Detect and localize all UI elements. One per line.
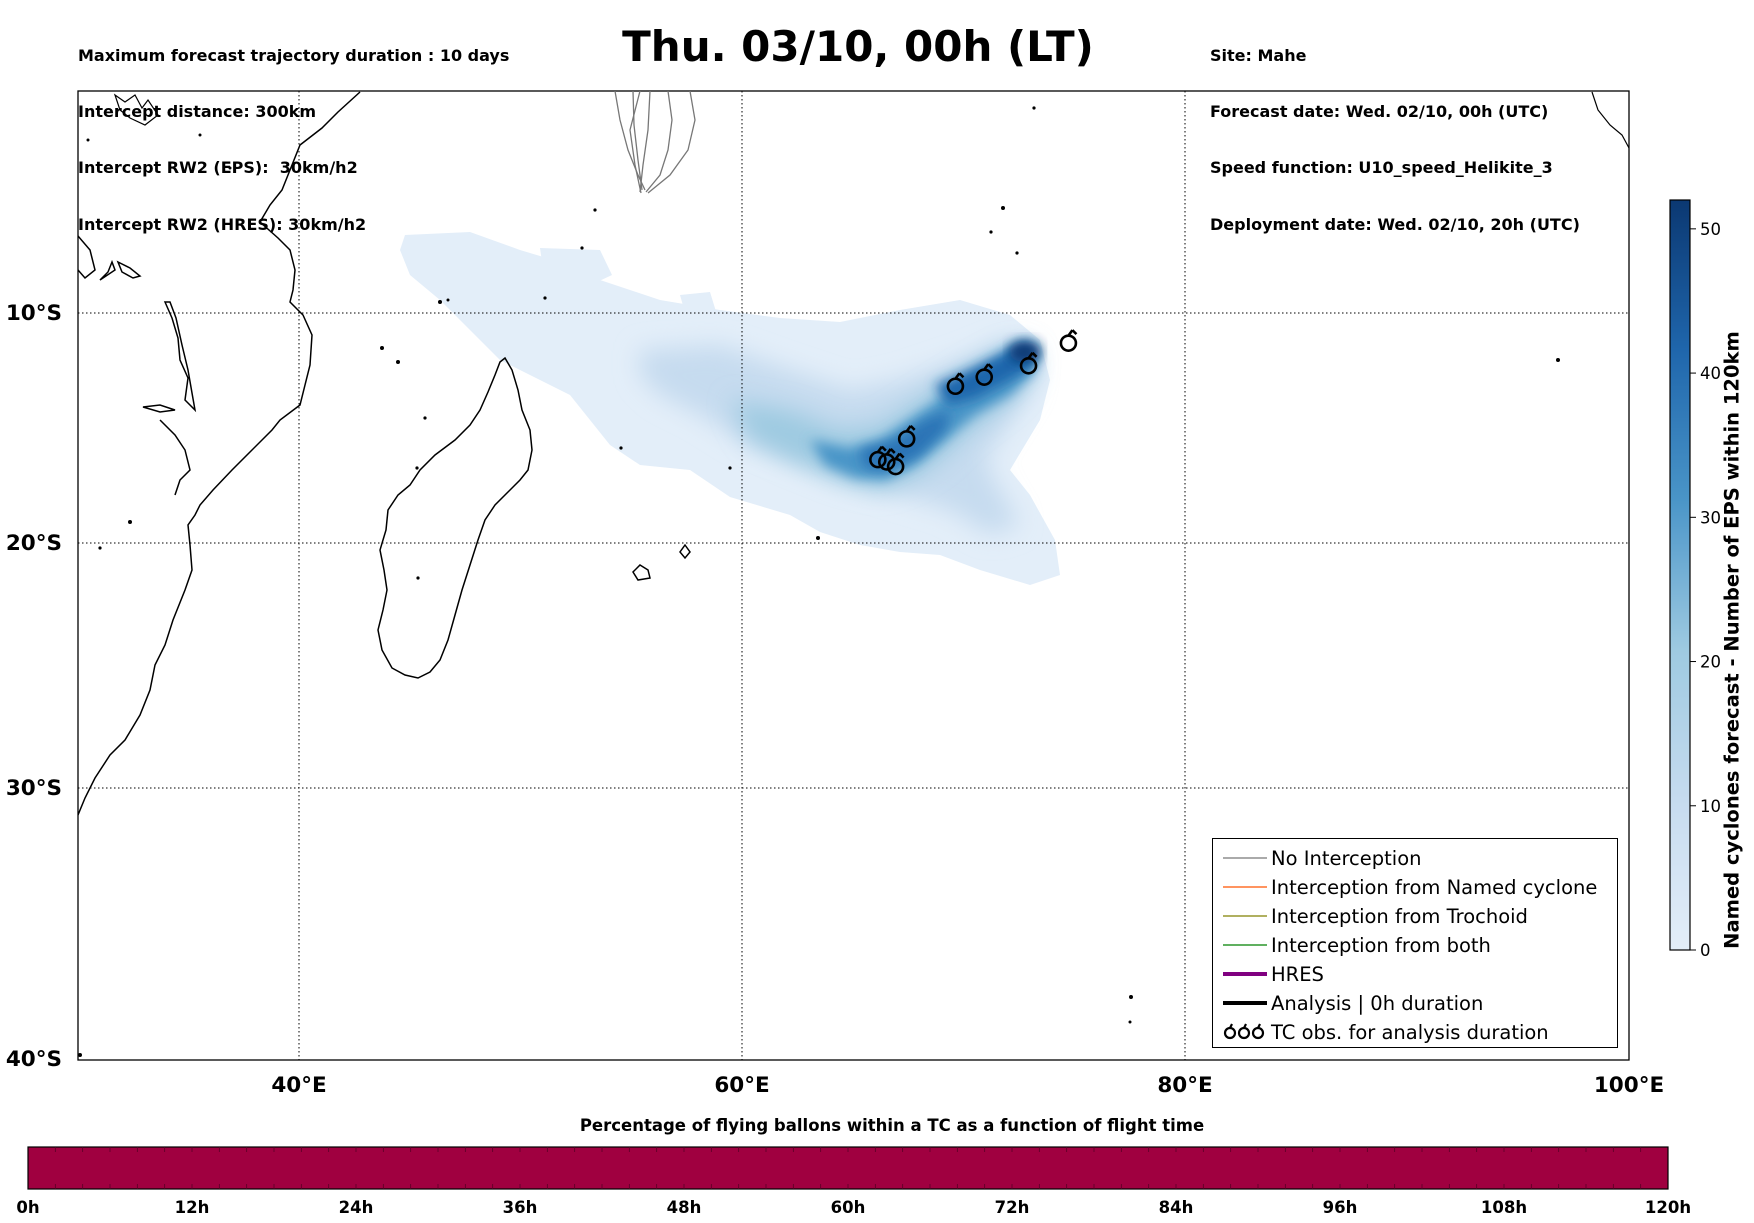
legend-line-swatch: [1223, 972, 1267, 976]
lat-tick-label: 10°S: [6, 301, 62, 326]
colorbar-label: Named cyclones forecast - Number of EPS …: [1720, 331, 1744, 949]
legend-item: TC obs. for analysis duration: [1213, 1018, 1617, 1046]
flight-bar-tick-label: 36h: [503, 1198, 538, 1217]
lat-tick-label: 40°S: [6, 1047, 62, 1072]
legend: No Interception Interception from Named …: [1212, 838, 1618, 1048]
legend-label: TC obs. for analysis duration: [1271, 1021, 1549, 1044]
lon-tick-label: 80°E: [1157, 1073, 1212, 1098]
flight-time-bar: 0h 12h 24h 36h 48h 60h 72h 84h 96h 108h 120h: [16, 1146, 1691, 1217]
no-interception-trajectories: [614, 91, 696, 194]
page-title: Thu. 03/10, 00h (LT): [622, 22, 1094, 71]
legend-item: HRES: [1213, 960, 1617, 988]
flight-bar-title: Percentage of flying ballons within a TC…: [579, 1116, 1205, 1135]
colorbar-gradient: [1669, 199, 1691, 951]
flight-bar-tick-label: 24h: [339, 1198, 374, 1217]
flight-bar-tick-label: 48h: [667, 1198, 702, 1217]
legend-line-swatch: [1223, 857, 1267, 859]
legend-line-swatch: [1223, 915, 1267, 917]
lon-tick-label: 100°E: [1594, 1073, 1664, 1098]
legend-line-swatch: [1223, 944, 1267, 946]
legend-line-swatch: [1223, 886, 1267, 888]
small-islands: [78, 106, 1560, 1057]
colorbar-tick-label: 40: [1700, 364, 1721, 383]
arabian-coast: [113, 91, 1629, 149]
flight-bar-tick-label: 120h: [1645, 1198, 1691, 1217]
legend-item: No Interception: [1213, 844, 1617, 872]
tc-obs-symbol: [886, 452, 905, 476]
legend-item: Analysis | 0h duration: [1213, 989, 1617, 1017]
lon-tick-label: 40°E: [271, 1073, 326, 1098]
legend-item: Interception from Trochoid: [1213, 902, 1617, 930]
lat-tick-label: 30°S: [6, 776, 62, 801]
flight-bar-tick-label: 96h: [1323, 1198, 1358, 1217]
lat-tick-label: 20°S: [6, 531, 62, 556]
header-left: Maximum forecast trajectory duration : 1…: [78, 9, 509, 253]
legend-item: Interception from Named cyclone: [1213, 873, 1617, 901]
header-right-line: Forecast date: Wed. 02/10, 00h (UTC): [1210, 101, 1549, 121]
header-right-line: Speed function: U10_speed_Helikite_3: [1210, 158, 1553, 178]
legend-label: Interception from Trochoid: [1271, 905, 1528, 928]
flight-bar-tick-label: 0h: [16, 1198, 39, 1217]
legend-label: HRES: [1271, 963, 1324, 986]
colorbar-tick-label: 0: [1700, 941, 1711, 960]
tc-obs-symbol: [897, 424, 916, 448]
flight-bar-tick-label: 60h: [831, 1198, 866, 1217]
lon-tick-label: 60°E: [714, 1073, 769, 1098]
header-left-line: Intercept distance: 300km: [78, 101, 317, 121]
coastlines: [78, 91, 691, 816]
gridlines: [78, 91, 1629, 1060]
header-left-line: Intercept RW2 (EPS): 30km/h2: [78, 158, 358, 178]
legend-line-swatch: [1223, 1001, 1267, 1005]
colorbar-tick-label: 30: [1700, 508, 1721, 527]
colorbar-tick-label: 20: [1700, 653, 1721, 672]
tc-obs-symbol: [1059, 329, 1078, 352]
colorbar: 0 10 20 30 40 50: [1669, 199, 1721, 960]
legend-label: No Interception: [1271, 847, 1422, 870]
flight-bar-tick-label: 108h: [1481, 1198, 1527, 1217]
legend-label: Analysis | 0h duration: [1271, 992, 1484, 1015]
tc-obs-symbol: [1019, 351, 1038, 375]
tc-obs-symbol: [946, 372, 965, 396]
header-right-line: Site: Mahe: [1210, 45, 1307, 65]
tc-observation-layer: [869, 329, 1078, 476]
flight-bar-tick-label: 12h: [175, 1198, 210, 1217]
colorbar-tick-label: 50: [1700, 220, 1721, 239]
header-right: Site: Mahe Forecast date: Wed. 02/10, 00…: [1210, 9, 1580, 253]
tc-obs-symbol: [877, 448, 896, 471]
header-left-line: Maximum forecast trajectory duration : 1…: [78, 45, 510, 65]
flight-bar-tick-label: 84h: [1159, 1198, 1194, 1217]
tc-obs-symbol: [869, 445, 887, 469]
legend-label: Interception from both: [1271, 934, 1491, 957]
tc-obs-symbol: [975, 363, 994, 386]
tc-symbol-icon: [1223, 1023, 1265, 1040]
flight-bar-tick-label: 72h: [995, 1198, 1030, 1217]
header-right-line: Deployment date: Wed. 02/10, 20h (UTC): [1210, 214, 1580, 234]
flight-bar-fill: [27, 1146, 1669, 1190]
header-left-line: Intercept RW2 (HRES): 30km/h2: [78, 214, 367, 234]
colorbar-tick-label: 10: [1700, 797, 1721, 816]
legend-label: Interception from Named cyclone: [1271, 876, 1598, 899]
legend-item: Interception from both: [1213, 931, 1617, 959]
